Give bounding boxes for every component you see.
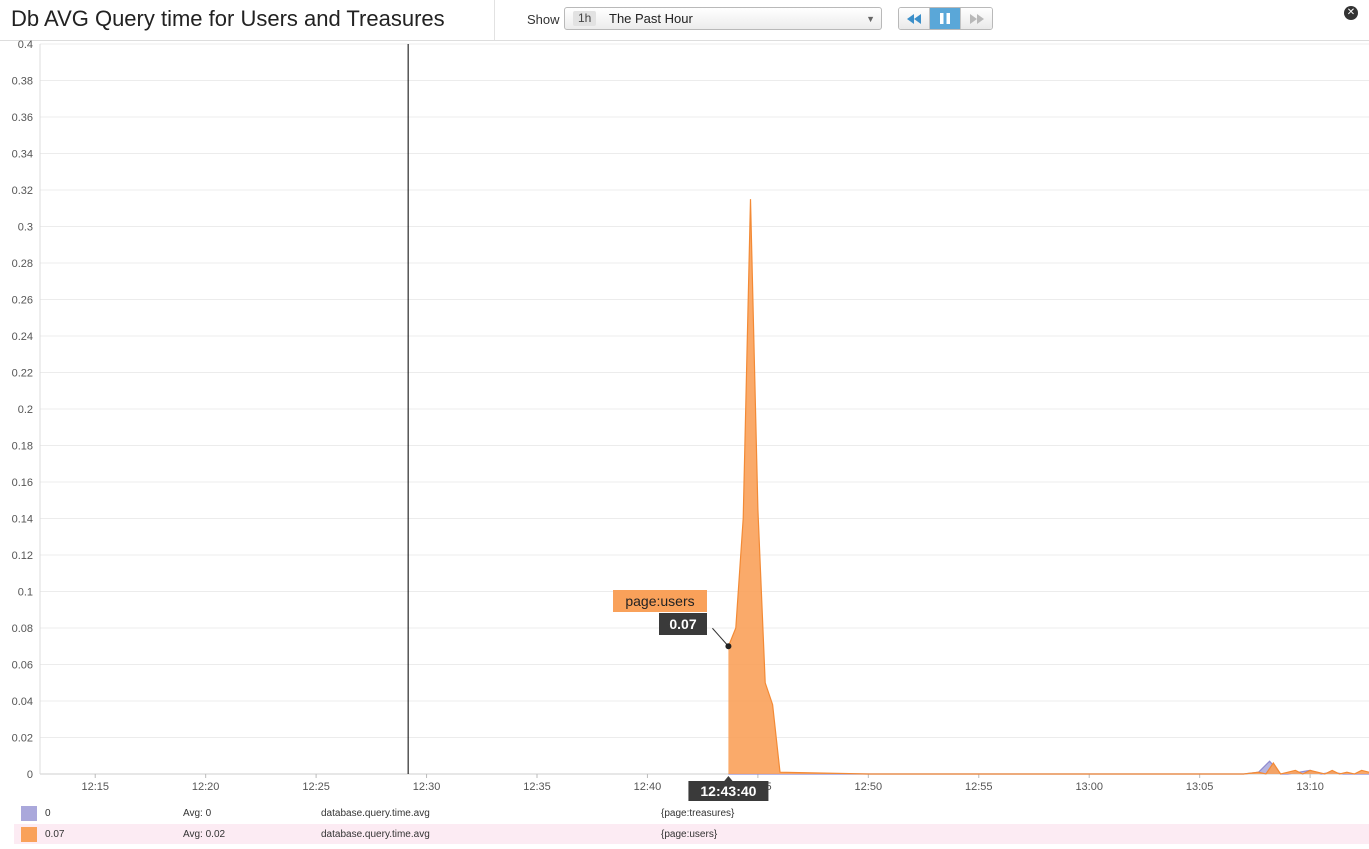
y-tick-label: 0.32 [12, 185, 33, 197]
overlay-layer: page:users 0.07 12:43:40 [407, 44, 769, 801]
x-tick-label: 12:40 [634, 781, 662, 793]
data-point-marker [725, 643, 732, 650]
y-tick-label: 0.26 [12, 295, 33, 307]
y-axis: 0 0.02 0.04 0.06 0.08 0.1 0.12 0.14 0.16 0.18 0.2 0… [12, 40, 33, 781]
series-area-users [728, 199, 1369, 775]
legend-metric: database.query.time.avg [321, 808, 430, 819]
rewind-button[interactable] [899, 8, 930, 29]
x-tick-label: 13:05 [1186, 781, 1214, 793]
legend-metric: database.query.time.avg [321, 829, 430, 840]
legend-swatch [21, 806, 37, 821]
tooltip-leader [712, 627, 729, 647]
x-tick-label: 12:30 [413, 781, 441, 793]
y-tick-label: 0 [27, 769, 33, 781]
pause-icon [940, 13, 950, 24]
legend-value: 0.07 [45, 829, 65, 840]
y-grid [39, 43, 1369, 775]
legend-tags: {page:users} [661, 829, 718, 840]
y-tick-label: 0.02 [12, 733, 33, 745]
x-tick-label: 12:15 [81, 781, 109, 793]
timeseries-chart[interactable]: 0 0.02 0.04 0.06 0.08 0.1 0.12 0.14 0.16 0.18 0.2 0… [0, 40, 1369, 802]
series-line-users [727, 199, 1369, 775]
tooltip-value: 0.07 [669, 616, 696, 632]
x-tick-label: 12:55 [965, 781, 993, 793]
y-tick-label: 0.34 [12, 149, 33, 161]
x-tick-label: 12:50 [855, 781, 883, 793]
widget-title: Db AVG Query time for Users and Treasure… [11, 6, 445, 31]
tooltip-value-box [659, 613, 707, 635]
timeframe-badge: 1h [573, 11, 597, 26]
y-tick-label: 0.2 [18, 404, 33, 416]
time-marker-arrow [723, 776, 734, 782]
legend-avg: Avg: 0 [183, 808, 212, 819]
pause-button[interactable] [930, 8, 961, 29]
x-tick-label: 12:25 [302, 781, 330, 793]
chevron-down-icon: ▼ [866, 14, 875, 24]
legend-row-users[interactable]: 0.07 Avg: 0.02 database.query.time.avg {… [14, 824, 1369, 844]
y-tick-label: 0.14 [12, 514, 33, 526]
timeframe-select[interactable]: 1h The Past Hour ▼ [564, 7, 882, 30]
legend-tags: {page:treasures} [661, 808, 735, 819]
x-axis: 12:1512:2012:2512:3012:3512:4012:4512:50… [81, 774, 1324, 793]
legend-row-treasures[interactable]: 0 Avg: 0 database.query.time.avg {page:t… [14, 803, 1369, 823]
time-marker-box [688, 781, 769, 801]
rewind-icon [907, 13, 921, 24]
x-tick-label: 13:00 [1075, 781, 1103, 793]
x-tick-label: 12:35 [523, 781, 551, 793]
y-tick-label: 0.08 [12, 623, 33, 635]
y-tick-label: 0.12 [12, 550, 33, 562]
tooltip-series-box [613, 590, 707, 612]
x-tick-label: 12:20 [192, 781, 220, 793]
legend-avg: Avg: 0.02 [183, 829, 226, 840]
fast-forward-button[interactable] [961, 8, 992, 29]
tooltip-series-label: page:users [625, 593, 694, 609]
y-tick-label: 0.1 [18, 587, 33, 599]
y-tick-label: 0.16 [12, 477, 33, 489]
y-tick-label: 0.38 [12, 76, 33, 88]
widget-header: Db AVG Query time for Users and Treasure… [0, 0, 1369, 41]
header-divider [494, 0, 495, 40]
y-tick-label: 0.06 [12, 660, 33, 672]
y-tick-label: 0.28 [12, 258, 33, 270]
y-tick-label: 0.24 [12, 331, 33, 343]
show-label: Show [527, 12, 560, 27]
fast-forward-icon [969, 13, 984, 24]
legend-value: 0 [45, 808, 51, 819]
y-tick-label: 0.36 [12, 112, 33, 124]
timeframe-label: The Past Hour [609, 11, 693, 26]
y-tick-label: 0.22 [12, 368, 33, 380]
y-tick-label: 0.3 [18, 222, 33, 234]
legend-swatch [21, 827, 37, 842]
time-marker-label: 12:43:40 [700, 783, 756, 799]
playback-controls [898, 7, 993, 30]
y-tick-label: 0.04 [12, 696, 33, 708]
y-tick-label: 0.18 [12, 441, 33, 453]
x-tick-label: 13:10 [1296, 781, 1324, 793]
close-icon[interactable]: ✕ [1344, 6, 1358, 20]
y-tick-label: 0.4 [18, 40, 33, 51]
series-layer [727, 199, 1369, 775]
